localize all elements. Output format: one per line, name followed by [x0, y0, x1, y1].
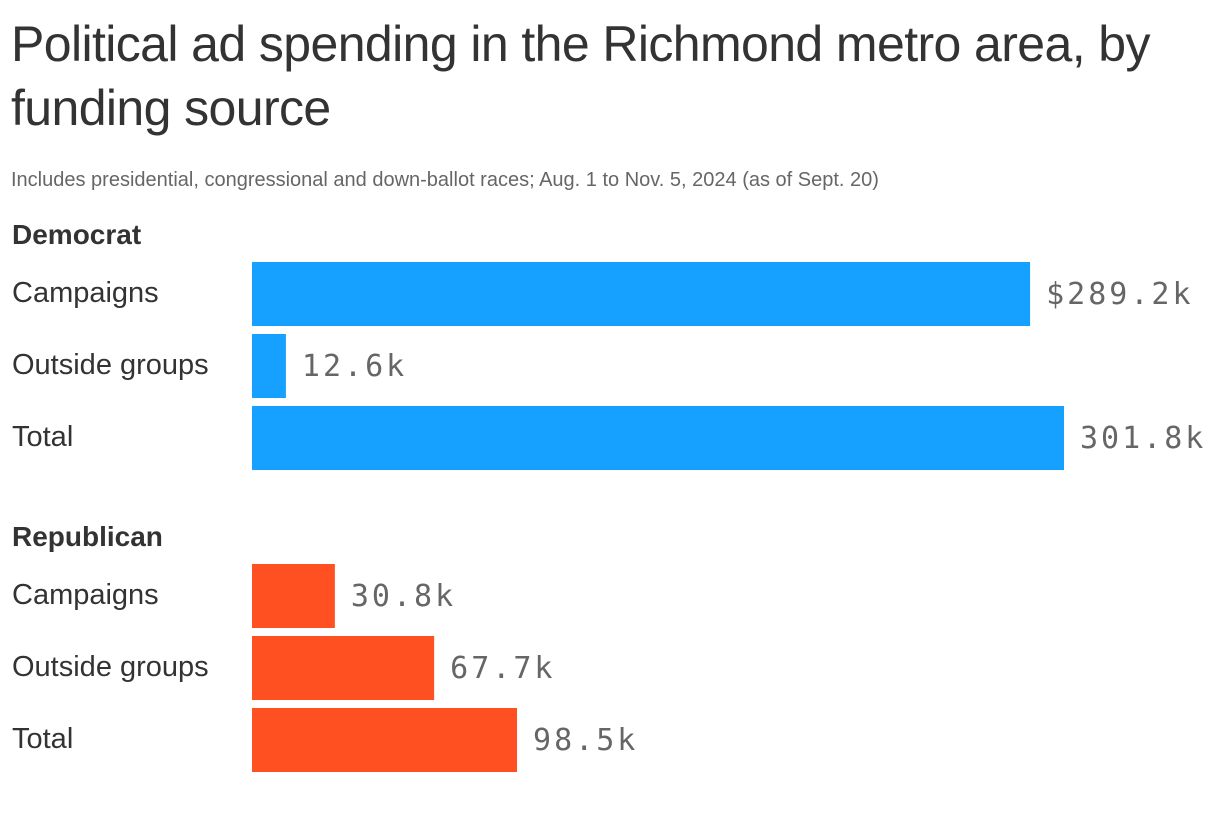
- chart-subtitle: Includes presidential, congressional and…: [11, 169, 879, 191]
- chart-title: Political ad spending in the Richmond me…: [11, 16, 1151, 136]
- bar-democrat-outside-groups: [252, 334, 286, 398]
- category-label-democrat-campaigns: Campaigns: [12, 277, 159, 309]
- category-label-democrat-outside-groups: Outside groups: [12, 349, 209, 381]
- value-label-democrat-outside-groups: 12.6k: [302, 349, 407, 384]
- bar-republican-outside-groups: [252, 636, 435, 700]
- category-label-republican-outside-groups: Outside groups: [12, 651, 209, 683]
- group-label-republican: Republican: [12, 521, 163, 552]
- value-label-republican-outside-groups: 67.7k: [450, 651, 555, 686]
- category-label-republican-campaigns: Campaigns: [12, 579, 159, 611]
- bar-republican-campaigns: [252, 564, 335, 628]
- category-label-democrat-total: Total: [12, 421, 73, 453]
- group-label-democrat: Democrat: [12, 219, 141, 250]
- bar-democrat-campaigns: [252, 262, 1031, 326]
- value-label-democrat-total: 301.8k: [1080, 421, 1206, 456]
- value-label-republican-total: 98.5k: [533, 723, 638, 758]
- value-label-republican-campaigns: 30.8k: [351, 579, 456, 614]
- bar-republican-total: [252, 708, 518, 772]
- category-label-republican-total: Total: [12, 723, 73, 755]
- bar-democrat-total: [252, 406, 1064, 470]
- value-label-democrat-campaigns: $289.2k: [1046, 277, 1193, 312]
